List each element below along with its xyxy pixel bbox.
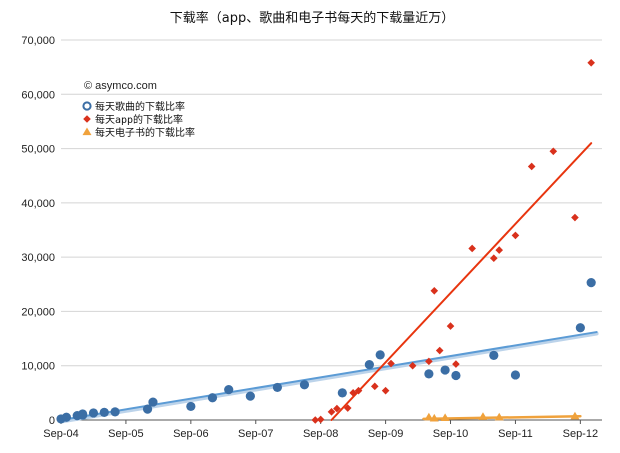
data-point-circle — [110, 407, 120, 417]
data-point-circle — [489, 350, 499, 360]
x-tick-label: Sep-11 — [498, 428, 533, 440]
data-point-circle — [440, 365, 450, 375]
data-point-diamond — [370, 382, 379, 391]
y-tick-label: 50,000 — [21, 144, 55, 156]
data-point-diamond — [452, 360, 460, 368]
data-point-circle — [186, 401, 196, 412]
data-point-diamond — [587, 59, 595, 67]
data-point-circle — [424, 369, 434, 379]
data-point-circle — [148, 397, 158, 407]
legend-marker-triangle — [82, 127, 92, 136]
data-point-diamond — [311, 416, 320, 424]
y-tick-label: 60,000 — [21, 89, 55, 101]
x-axis: Sep-04 Sep-05 Sep-06 Sep-07 Sep-08 Sep-09 Sep-… — [43, 419, 602, 440]
data-point-triangle — [440, 413, 450, 421]
data-point-diamond — [343, 404, 352, 412]
data-point-diamond — [527, 162, 536, 171]
legend-marker-circle — [82, 101, 92, 111]
trendline — [330, 142, 593, 421]
legend-label: 每天歌曲的下载比率 — [95, 100, 185, 113]
legend-label: 每天电子书的下载比率 — [95, 126, 195, 139]
x-tick-label: Sep-04 — [43, 428, 78, 440]
x-tick-label: Sep-08 — [303, 428, 338, 440]
data-point-diamond — [327, 408, 336, 416]
data-point-diamond — [430, 287, 439, 295]
x-tick-label: Sep-07 — [238, 428, 273, 440]
data-point-diamond — [490, 254, 498, 263]
data-point-diamond — [549, 147, 558, 156]
data-point-diamond — [511, 231, 520, 240]
data-point-circle — [207, 393, 218, 403]
data-point-triangle — [424, 412, 434, 421]
data-point-diamond — [349, 389, 357, 397]
data-point-circle — [61, 412, 72, 422]
data-point-diamond — [435, 346, 444, 355]
data-point-circle — [299, 380, 310, 390]
data-point-circle — [99, 407, 109, 417]
chart-title: 下载率（app、歌曲和电子书每天的下载量近万） — [170, 10, 454, 26]
data-point-diamond — [495, 246, 504, 254]
grid — [61, 39, 602, 367]
data-point-diamond — [333, 404, 341, 413]
data-point-diamond — [425, 357, 433, 366]
x-tick-label: Sep-12 — [563, 428, 598, 440]
x-tick-label: Sep-09 — [368, 428, 403, 440]
data-point-circle — [142, 404, 153, 414]
data-point-triangle — [429, 413, 439, 422]
data-point-circle — [245, 391, 255, 401]
y-tick-label: 10,000 — [21, 361, 55, 373]
data-point-diamond — [354, 386, 363, 395]
data-point-circle — [451, 370, 461, 381]
data-point-triangle — [494, 412, 504, 421]
legend-label: 每天app的下载比率 — [95, 113, 183, 126]
data-point-circle — [224, 385, 234, 395]
data-point-circle — [586, 278, 596, 288]
data-point-triangle — [570, 411, 580, 420]
legend-marker-diamond — [83, 115, 91, 123]
y-tick-label: 30,000 — [21, 252, 55, 264]
data-point-diamond — [446, 322, 455, 330]
data-point-triangle — [478, 412, 488, 420]
y-tick-label: 0 — [49, 415, 55, 427]
trendlines — [59, 142, 599, 424]
data-point-diamond — [468, 244, 476, 253]
data-point-diamond — [316, 415, 325, 424]
y-tick-label: 40,000 — [21, 198, 55, 210]
y-tick-label: 20,000 — [21, 306, 55, 318]
data-point-circle — [337, 388, 347, 398]
data-point-diamond — [381, 386, 390, 395]
data-point-circle — [575, 323, 585, 333]
watermark: © asymco.com — [84, 80, 157, 92]
y-tick-label: 70,000 — [21, 35, 55, 47]
data-point-diamond — [408, 361, 417, 370]
data-marks — [56, 59, 596, 424]
x-tick-label: Sep-10 — [433, 428, 468, 440]
data-point-circle — [510, 370, 521, 380]
data-point-diamond — [387, 359, 395, 368]
data-point-circle — [88, 408, 99, 418]
data-point-circle — [78, 410, 88, 420]
data-point-circle — [364, 360, 374, 370]
data-point-circle — [272, 382, 282, 393]
y-axis: 0 10,000 20,000 30,000 40,000 50,000 60,000 70,… — [21, 35, 55, 427]
x-tick-label: Sep-06 — [173, 428, 208, 440]
x-tick-label: Sep-05 — [108, 428, 143, 440]
data-point-diamond — [571, 213, 579, 222]
data-point-circle — [375, 350, 385, 360]
